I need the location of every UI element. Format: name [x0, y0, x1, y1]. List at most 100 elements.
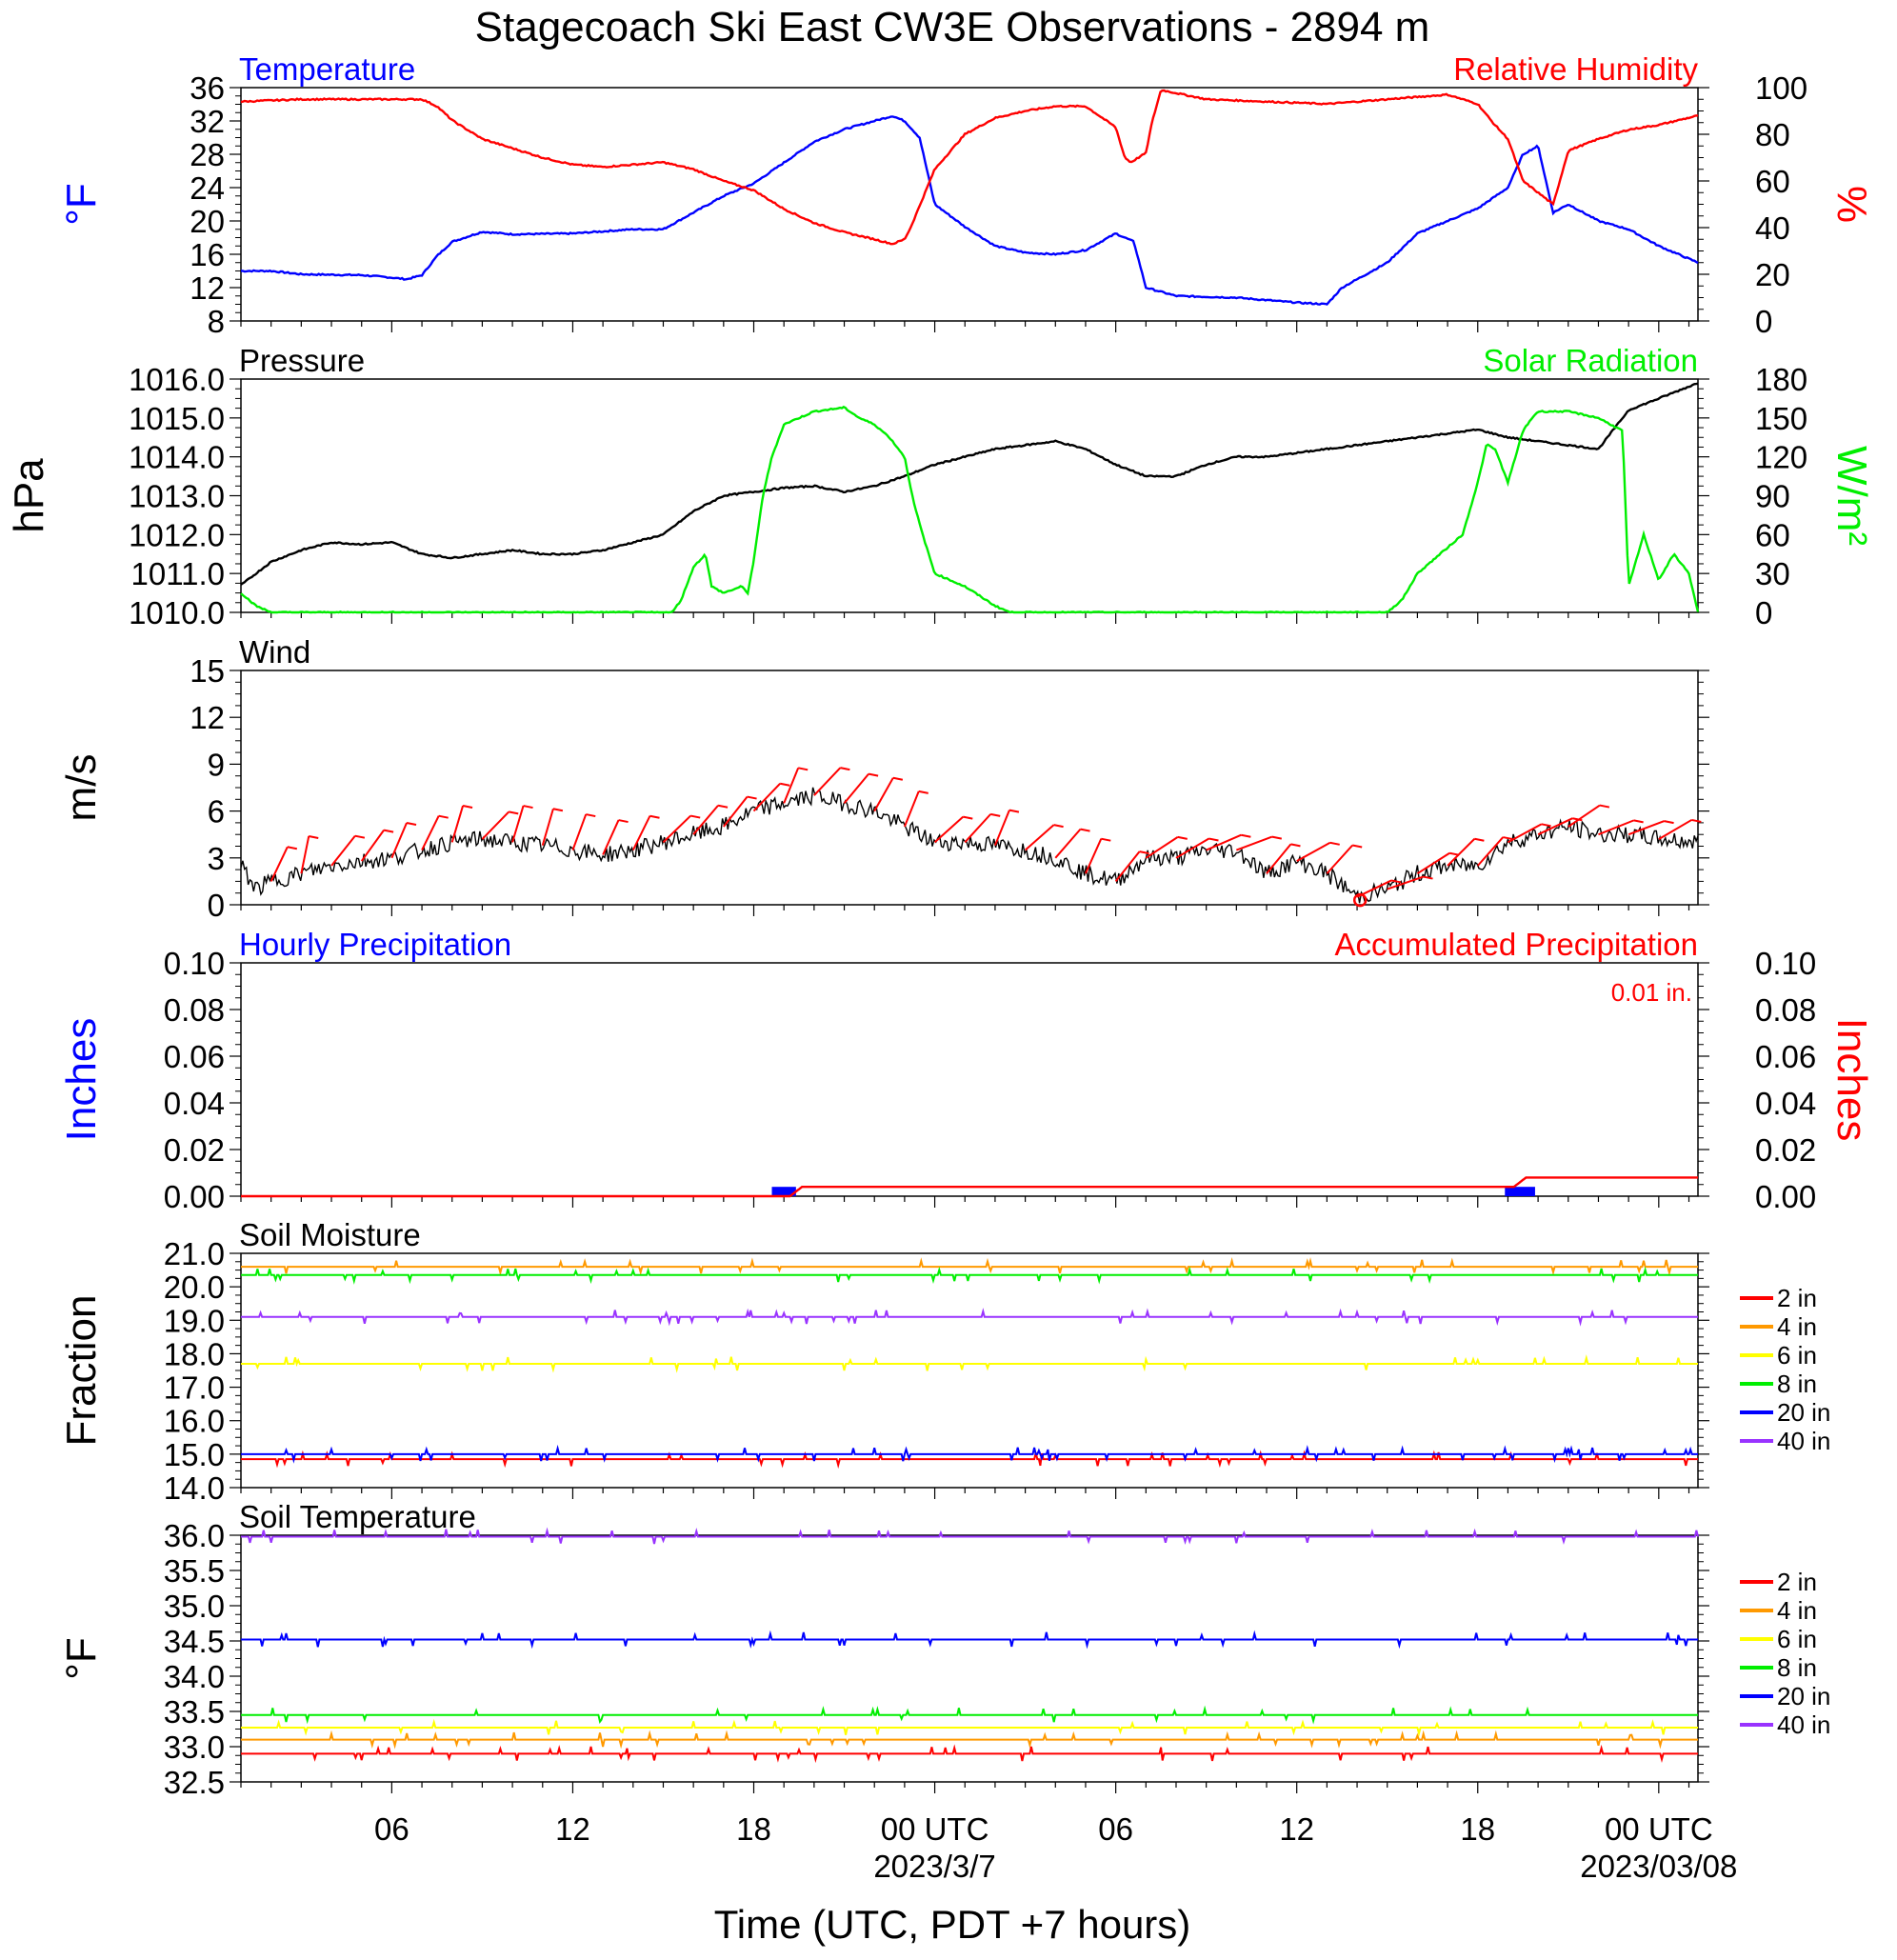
y-tick-label-left: 34.0 [164, 1659, 225, 1694]
y-tick-label-left: 0.04 [164, 1086, 225, 1121]
y-tick-label-left: 0.10 [164, 946, 225, 981]
series-line-20-in [241, 1630, 1698, 1650]
legend-label: 8 in [1777, 1370, 1817, 1398]
panel-wind: 0 3 6 9 12 15 Wind m/s [58, 634, 1709, 923]
wind-barb [1658, 819, 1692, 840]
x-tick-date-label: 2023/3/7 [873, 1849, 995, 1884]
panel-title-right: Accumulated Precipitation [1334, 927, 1698, 962]
y-axis-label-left: °F [58, 1637, 105, 1679]
y-tick-label-right: 0 [1755, 304, 1772, 339]
series-line-2-in [241, 1744, 1698, 1764]
y-axis-label-left: °F [58, 183, 105, 225]
panel-title-right: Relative Humidity [1453, 51, 1698, 87]
y-tick-label-left: 18.0 [164, 1336, 225, 1371]
wind-barb [1266, 843, 1292, 874]
y-tick-label-left: 24 [190, 170, 225, 206]
panel-title-left: Pressure [239, 343, 365, 378]
wind-barb [631, 815, 651, 851]
y-tick-label-left: 36 [190, 70, 225, 106]
y-tick-label-right: 60 [1755, 164, 1790, 199]
wind-barb-flag [1329, 841, 1340, 846]
wind-barb [964, 813, 991, 844]
y-tick-label-left: 1014.0 [129, 440, 225, 475]
wind-barb [1416, 851, 1450, 875]
x-tick-label: 00 UTC [881, 1811, 989, 1847]
calm-wind-marker [1352, 892, 1368, 908]
wind-barb [752, 783, 781, 812]
y-tick-label-left: 0 [208, 888, 225, 923]
y-axis-label-left: Inches [58, 1018, 105, 1142]
wind-barb-flag [797, 767, 809, 771]
wind-barb [1598, 819, 1634, 836]
plot-frame [240, 962, 1699, 1197]
plot-frame [240, 1252, 1699, 1489]
wind-barb [1296, 841, 1331, 862]
wind-barb-flag [780, 782, 790, 787]
wind-barb-flag [1423, 875, 1433, 880]
y-tick-label-left: 15.0 [164, 1437, 225, 1472]
y-tick-label-left: 0.02 [164, 1132, 225, 1168]
series-line-20-in [241, 1444, 1698, 1464]
series-line-40-in [241, 1527, 1699, 1545]
y-tick-label-right: 40 [1755, 210, 1790, 246]
wind-barb-flag [438, 814, 449, 819]
wind-barb-flag [383, 829, 394, 833]
y-tick-label-left: 34.5 [164, 1624, 225, 1659]
y-tick-label-right: 0.00 [1755, 1179, 1816, 1214]
wind-barb [1568, 804, 1601, 828]
wind-barb-flag [1351, 844, 1363, 849]
precip-bar [1505, 1187, 1535, 1196]
series-line-2-in [241, 1450, 1698, 1470]
wind-barb-flag [918, 790, 929, 794]
wind-barb-flag [462, 805, 473, 810]
wind-barb [1085, 838, 1103, 874]
panel-soil_moisture: 14.015.016.017.018.019.020.021.0 Soil Moi… [58, 1217, 1830, 1506]
y-tick-label-left: 32 [190, 104, 225, 139]
wind-barb-flag [354, 834, 366, 839]
wind-barb-flag [1691, 818, 1702, 823]
y-tick-label-left: 35.0 [164, 1589, 225, 1624]
panel-title-left: Temperature [239, 51, 415, 87]
y-tick-label-left: 1013.0 [129, 479, 225, 514]
y-tick-label-left: 20 [190, 204, 225, 239]
wind-barb [360, 830, 385, 862]
y-axis-label-right: % [1828, 186, 1875, 223]
wind-barb [421, 815, 440, 851]
precip-total-label: 0.01 in. [1611, 978, 1692, 1007]
wind-barb [571, 813, 588, 850]
wind-barb-flag [1208, 837, 1219, 842]
wind-barb [1235, 835, 1273, 851]
wind-barb-flag [1633, 819, 1644, 824]
x-tick-label: 06 [1098, 1811, 1133, 1847]
y-tick-label-right: 180 [1755, 362, 1807, 397]
wind-barb-flag [1572, 817, 1583, 822]
wind-barb [1024, 824, 1055, 851]
wind-barb-flag [552, 808, 564, 812]
wind-barb-flag [1503, 836, 1513, 841]
legend-label: 4 in [1777, 1312, 1817, 1341]
legend-label: 6 in [1777, 1625, 1817, 1653]
x-tick-label: 00 UTC [1605, 1811, 1713, 1847]
y-tick-label-right: 60 [1755, 517, 1790, 552]
legend-label: 4 in [1777, 1596, 1817, 1625]
legend-label: 40 in [1777, 1427, 1830, 1455]
wind-barb-flag [586, 813, 596, 818]
series-line-40-in [241, 1308, 1698, 1327]
wind-barb [270, 846, 289, 882]
y-tick-label-left: 35.5 [164, 1553, 225, 1589]
wind-barb-flag [309, 835, 319, 839]
y-tick-label-left: 36.0 [164, 1518, 225, 1553]
panel-soil_temperature: 32.533.033.534.034.535.035.536.0 Soil Tem… [58, 1499, 1830, 1800]
series-line-4-in [241, 1257, 1698, 1277]
wind-barb [723, 795, 749, 828]
y-tick-label-right: 0.02 [1755, 1132, 1816, 1168]
y-tick-label-right: 0.04 [1755, 1086, 1816, 1121]
wind-barb-flag [840, 767, 850, 771]
panel-title-left: Soil Temperature [239, 1499, 476, 1534]
y-tick-label-right: 120 [1755, 440, 1807, 475]
series-line-Wind [240, 787, 1699, 904]
wind-barb [511, 805, 525, 843]
